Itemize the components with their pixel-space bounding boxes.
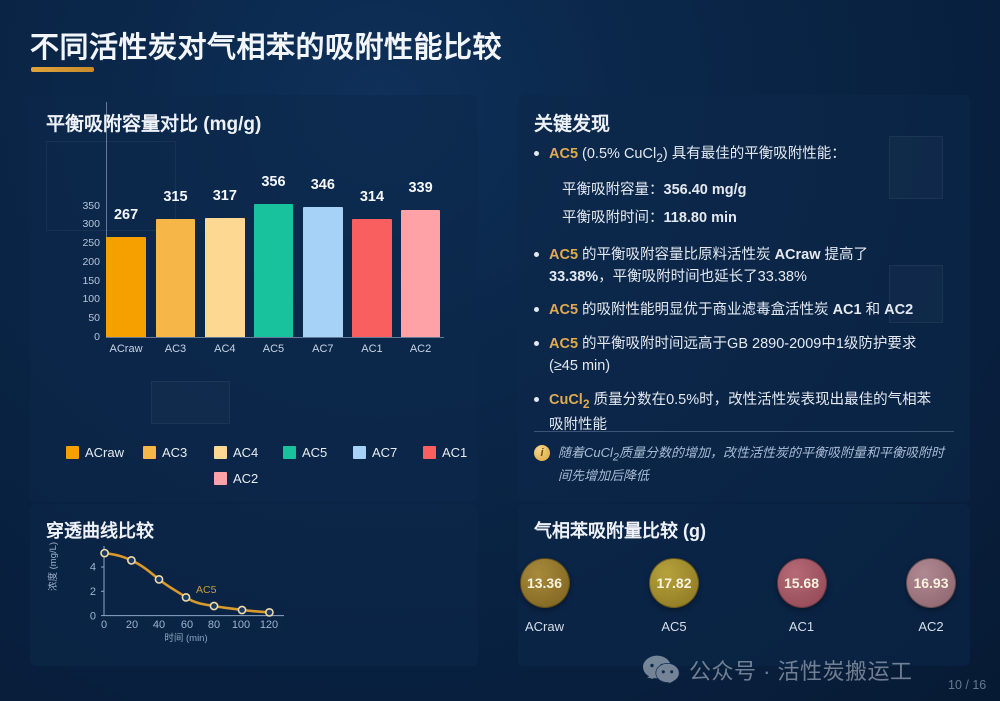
svg-text:时间 (min): 时间 (min) [164, 632, 207, 644]
svg-text:20: 20 [126, 619, 138, 631]
svg-text:2: 2 [90, 586, 96, 598]
svg-text:80: 80 [208, 619, 220, 631]
svg-text:40: 40 [153, 619, 165, 631]
svg-text:100: 100 [232, 619, 250, 631]
svg-text:0: 0 [101, 619, 107, 631]
svg-text:4: 4 [90, 562, 96, 574]
svg-text:120: 120 [260, 619, 278, 631]
svg-text:0: 0 [90, 611, 96, 623]
svg-text:60: 60 [181, 619, 193, 631]
svg-text:AC5: AC5 [196, 584, 217, 596]
